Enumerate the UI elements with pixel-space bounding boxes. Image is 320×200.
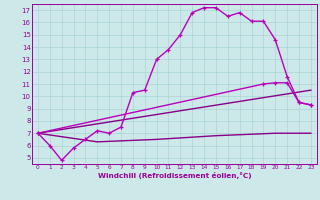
X-axis label: Windchill (Refroidissement éolien,°C): Windchill (Refroidissement éolien,°C) bbox=[98, 172, 251, 179]
